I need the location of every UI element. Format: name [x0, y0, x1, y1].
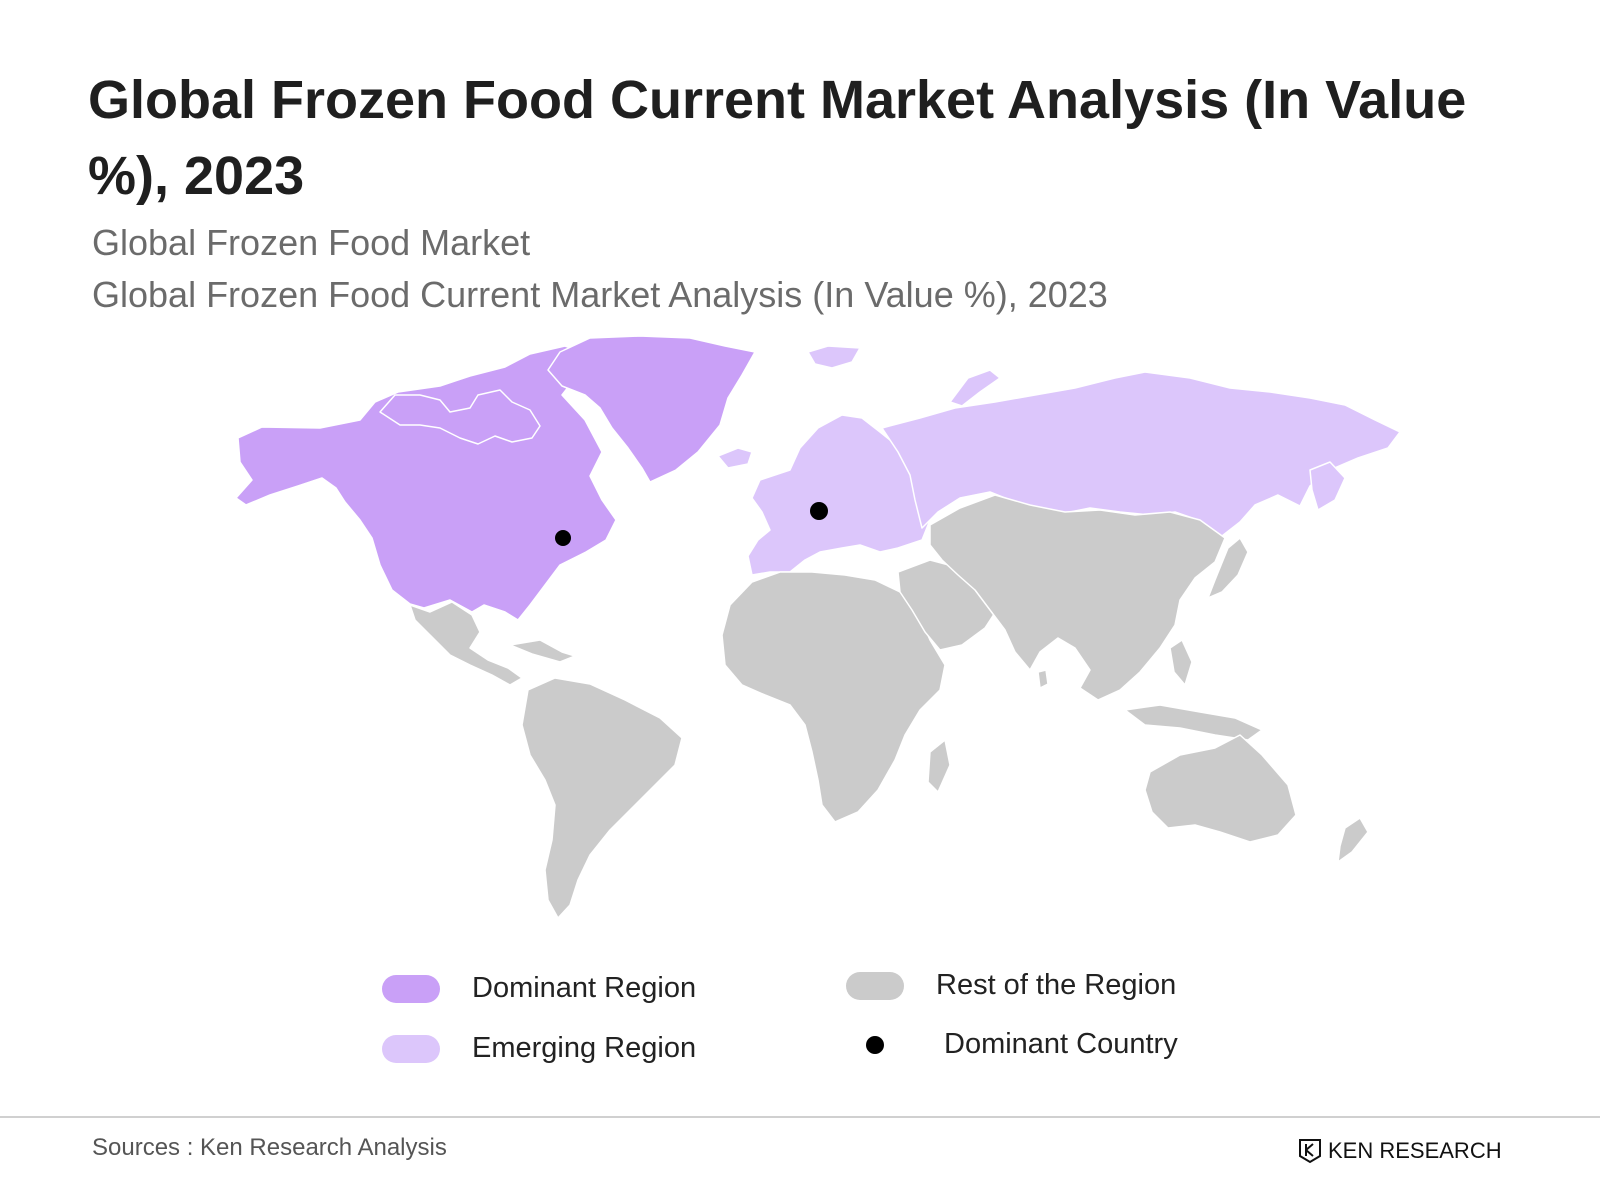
map-region-greenland: [547, 335, 756, 483]
map-region-north-america: [235, 345, 617, 621]
dominant-country-marker-germany: [810, 502, 828, 520]
ken-research-logo: KEN RESEARCH: [1298, 1138, 1502, 1164]
map-region-japan: [1207, 537, 1249, 599]
page-title: Global Frozen Food Current Market Analys…: [88, 70, 1467, 206]
map-region-australia: [1144, 734, 1297, 843]
map-region-sri-lanka: [1037, 669, 1049, 689]
map-region-svalbard: [807, 345, 861, 369]
ken-research-logo-icon: [1299, 1139, 1321, 1164]
legend-swatch-dominant: [382, 974, 440, 1003]
map-region-asia: [929, 494, 1226, 701]
world-map: [0, 330, 1600, 940]
map-region-europe: [747, 414, 931, 576]
legend-item-emerging-region: Emerging Region: [382, 1032, 696, 1065]
legend-item-rest-of-region: Rest of the Region: [846, 969, 1176, 1002]
footer-divider: [0, 1116, 1600, 1118]
map-caption: Global Frozen Food Current Market Analys…: [92, 274, 1108, 315]
ken-research-logo-text: KEN RESEARCH: [1328, 1138, 1502, 1163]
legend-swatch-emerging: [382, 1034, 440, 1063]
map-region-central-america: [409, 601, 523, 686]
legend-swatch-rest: [846, 971, 904, 1000]
source-note: Sources : Ken Research Analysis: [92, 1134, 447, 1161]
legend-label-dominant: Dominant Region: [472, 972, 697, 1004]
legend-label-dominant-country: Dominant Country: [944, 1028, 1178, 1060]
map-region-africa: [721, 571, 946, 823]
map-region-madagascar: [927, 739, 951, 793]
map-region-philippines: [1169, 639, 1193, 686]
map-region-southeast-asia-islands: [1124, 704, 1263, 741]
map-region-new-zealand: [1337, 817, 1369, 863]
legend-item-dominant-region: Dominant Region: [382, 972, 696, 1005]
legend-item-dominant-country: Dominant Country: [846, 1028, 1178, 1061]
map-subtitle: Global Frozen Food Market: [92, 222, 531, 263]
legend-label-rest: Rest of the Region: [936, 969, 1177, 1001]
map-region-russia: [881, 371, 1401, 537]
map-region-caribbean: [509, 639, 576, 663]
map-region-novaya-zemlya: [949, 369, 1001, 407]
legend-dot-dominant-country: [866, 1035, 884, 1054]
map-region-canadian-islands: [379, 389, 541, 445]
map-region-south-america: [521, 677, 683, 919]
map-region-iceland: [717, 447, 753, 469]
map-region-kamchatka: [1309, 461, 1346, 511]
legend-label-emerging: Emerging Region: [472, 1032, 697, 1064]
dominant-country-marker-canada: [555, 530, 571, 546]
